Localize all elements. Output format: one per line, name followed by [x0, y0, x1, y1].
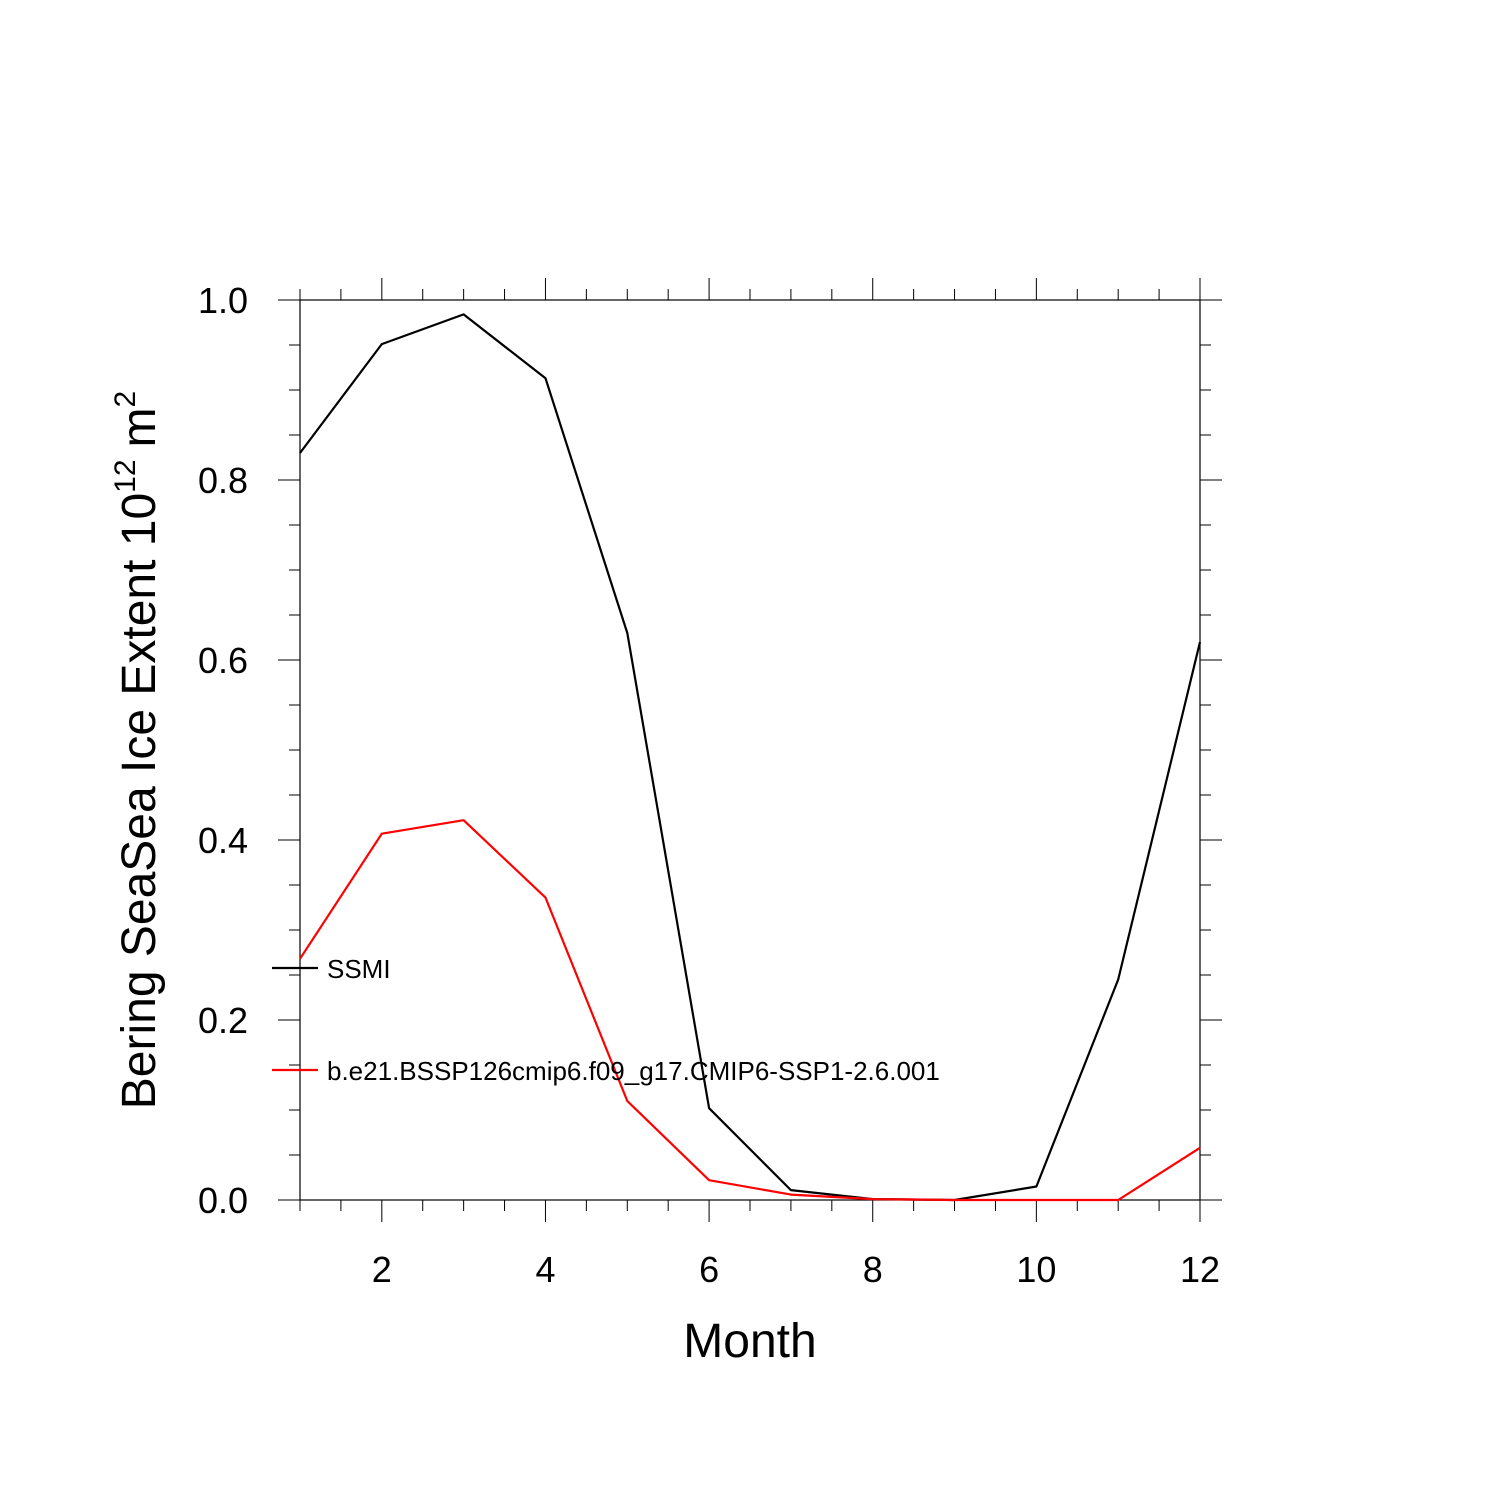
- y-axis-title-unit-exponent: 2: [109, 391, 142, 408]
- x-tick-label: 10: [1016, 1249, 1056, 1290]
- x-tick-label: 12: [1180, 1249, 1220, 1290]
- series-lines: [299, 313, 1202, 1202]
- legend-label-1: SSMI: [327, 954, 391, 984]
- y-axis-title: Bering SeaSea Ice Extent 1012 m2: [109, 391, 166, 1109]
- y-axis-title-exponent: 12: [109, 459, 142, 492]
- axis-tick-labels: 2 4 6 8 10 12 0.0 0.2 0.4 0.6 0.8 1.0: [198, 280, 1220, 1290]
- y-tick-label: 1.0: [198, 280, 248, 321]
- x-tick-label: 8: [863, 1249, 883, 1290]
- y-tick-label: 0.2: [198, 1000, 248, 1041]
- legend-label-2: b.e21.BSSP126cmip6.f09_g17.CMIP6-SSP1-2.…: [327, 1056, 940, 1086]
- x-axis-title: Month: [683, 1315, 816, 1368]
- y-tick-label: 0.8: [198, 460, 248, 501]
- y-tick-label: 0.4: [198, 820, 248, 861]
- y-tick-label: 0.6: [198, 640, 248, 681]
- y-axis-title-main: Bering SeaSea Ice Extent 10: [113, 493, 166, 1109]
- legend: SSMI b.e21.BSSP126cmip6.f09_g17.CMIP6-SSP…: [272, 954, 940, 1086]
- x-tick-label: 4: [535, 1249, 555, 1290]
- series-line-1: [299, 313, 1202, 1202]
- x-tick-label: 2: [372, 1249, 392, 1290]
- x-tick-label: 6: [699, 1249, 719, 1290]
- series-line-2: [299, 819, 1201, 1202]
- axis-ticks: [278, 278, 1222, 1222]
- y-axis-title-unit: m: [113, 407, 166, 447]
- y-tick-label: 0.0: [198, 1180, 248, 1221]
